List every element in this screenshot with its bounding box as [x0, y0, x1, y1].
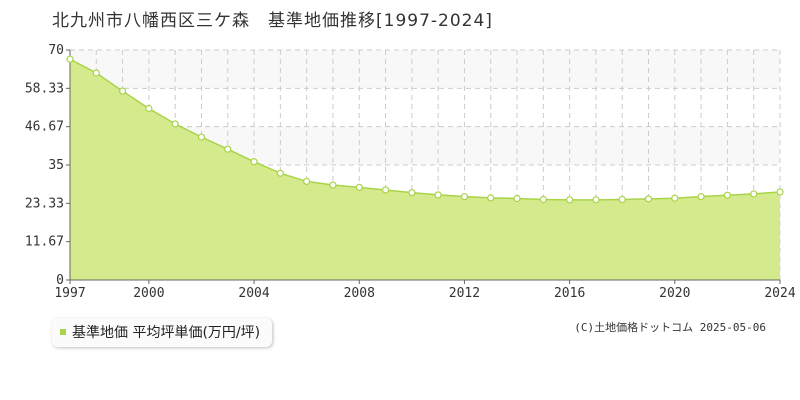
data-point: [224, 145, 232, 153]
data-point: [197, 133, 206, 141]
legend: 基準地価 平均坪単価(万円/坪): [52, 318, 273, 347]
y-tick-label: 11.67: [25, 235, 64, 250]
data-point: [92, 69, 100, 77]
credit-text: (C)土地価格ドットコム 2025-05-06: [574, 321, 766, 334]
x-tick-label: 2020: [659, 286, 690, 301]
legend-label: 基準地価 平均坪単価(万円/坪): [72, 325, 261, 341]
data-point: [66, 55, 74, 63]
chart-title: 北九州市八幡西区三ケ森 基準地価推移[1997-2024]: [52, 11, 493, 31]
x-tick-label: 1997: [54, 286, 85, 301]
plot-band: [70, 50, 780, 89]
data-point: [592, 196, 600, 204]
data-point: [276, 169, 284, 177]
y-tick-label: 46.67: [25, 120, 64, 135]
x-tick-label: 2000: [133, 286, 164, 301]
x-tick-label: 2004: [238, 286, 269, 301]
y-tick-label: 70: [48, 43, 64, 58]
y-tick-label: 58.33: [25, 81, 64, 96]
data-point: [697, 192, 705, 201]
series-line: [69, 58, 781, 201]
y-tick-label: 35: [48, 158, 64, 173]
data-point: [487, 194, 495, 202]
x-tick-label: 2008: [344, 286, 375, 301]
data-point: [381, 186, 390, 194]
y-tick-label: 23.33: [25, 196, 64, 211]
x-tick-label: 2012: [449, 286, 480, 301]
data-point: [329, 181, 337, 189]
data-point: [618, 195, 626, 204]
data-point: [408, 189, 416, 197]
data-point: [723, 191, 732, 199]
legend-swatch: [60, 329, 66, 335]
data-point: [460, 192, 469, 201]
y-tick-labels: 0 11.67 23.33 35 46.67 58.33 70: [25, 43, 64, 288]
data-point: [171, 120, 179, 128]
data-point: [250, 158, 258, 166]
data-point: [566, 196, 574, 204]
data-point: [776, 188, 784, 196]
data-point: [513, 194, 521, 203]
data-point: [118, 87, 127, 95]
data-point: [750, 190, 758, 198]
data-point: [145, 104, 153, 113]
data-markers: [66, 55, 784, 204]
series-area: [70, 59, 780, 281]
x-tick-label: 2024: [764, 286, 795, 301]
data-point: [644, 195, 653, 203]
data-point: [434, 191, 442, 199]
data-point: [303, 177, 311, 186]
axes: [66, 49, 781, 284]
data-point: [539, 195, 547, 204]
data-point: [671, 194, 679, 202]
x-tick-labels: 1997 2000 2004 2008 2012 2016 2020 2024: [54, 286, 795, 301]
y-tick-label: 0: [56, 273, 64, 288]
data-point: [355, 183, 363, 191]
x-tick-label: 2016: [554, 286, 585, 301]
